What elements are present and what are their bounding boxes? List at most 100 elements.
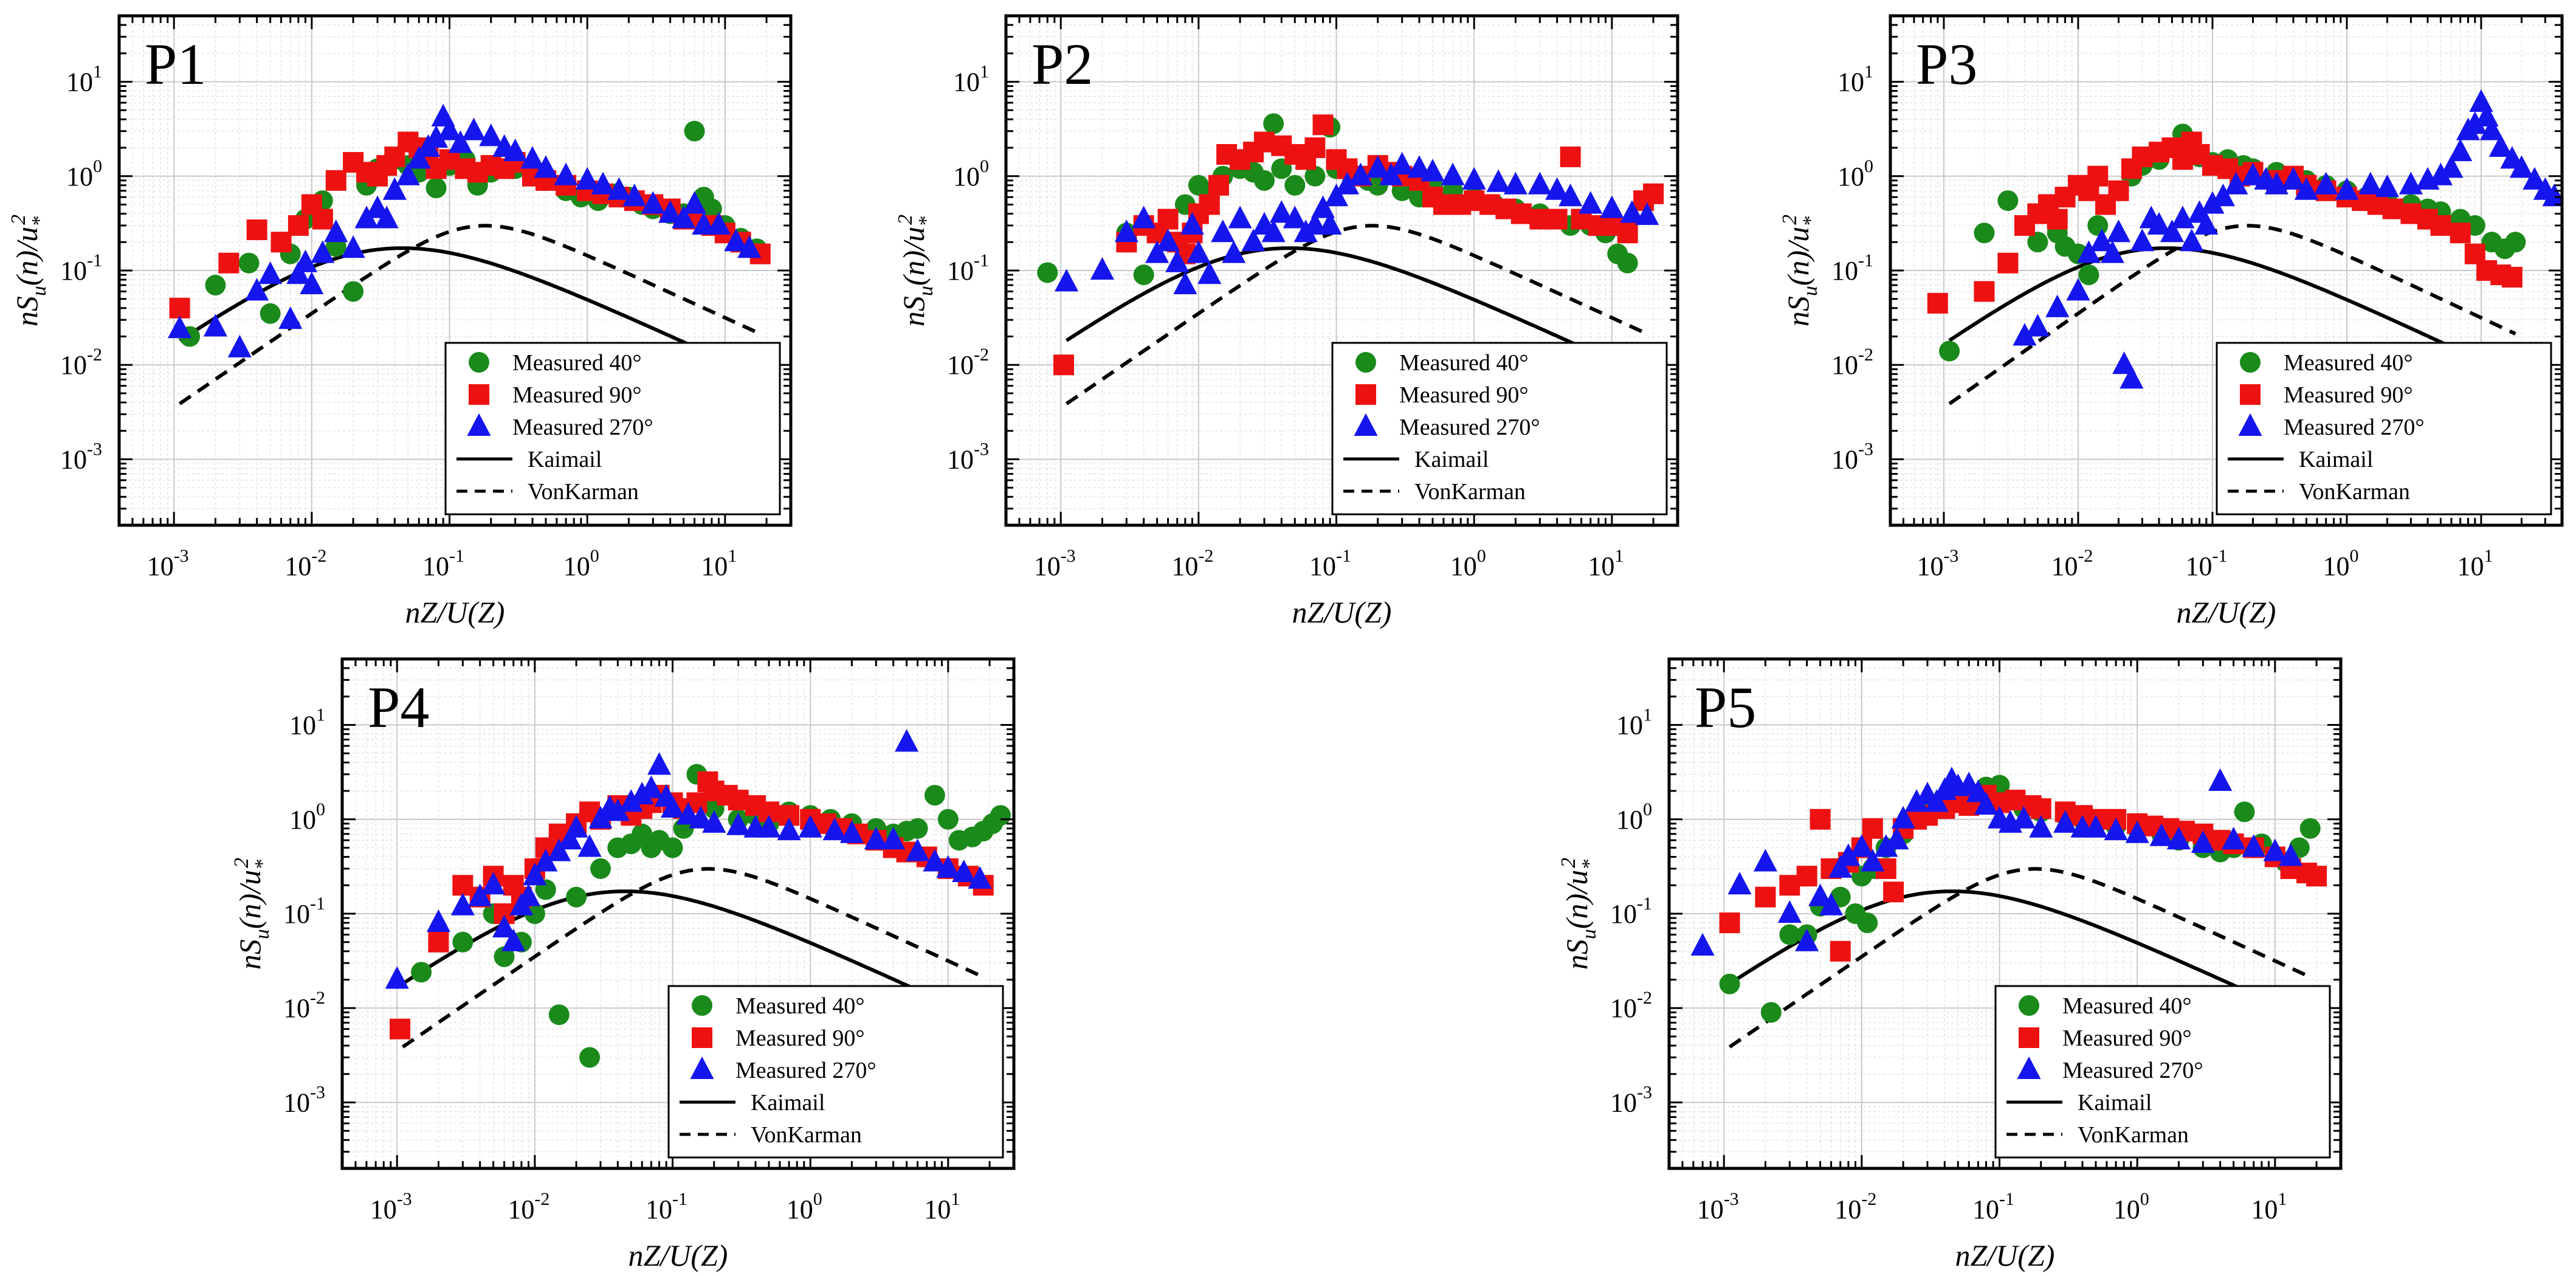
data-point-circle — [452, 931, 474, 953]
tick-base: 10 — [701, 551, 728, 581]
x-axis-title: nZ/U(Z) — [629, 1238, 728, 1272]
data-point-triangle — [2222, 827, 2246, 850]
data-point-square — [2382, 198, 2403, 219]
tick-exponent: -2 — [2078, 546, 2093, 566]
data-point-circle — [1037, 262, 1058, 283]
data-point-circle — [2019, 995, 2039, 1016]
tick-exponent: 0 — [1643, 799, 1652, 819]
data-point-triangle — [534, 849, 558, 872]
data-point-triangle — [1828, 855, 1853, 878]
data-point-triangle — [448, 130, 473, 153]
data-point-triangle — [324, 219, 348, 243]
y-tick-label: 101 — [1616, 705, 1652, 740]
data-point-triangle — [245, 278, 269, 301]
ylabel-sub: * — [28, 216, 50, 227]
data-point-triangle — [2084, 815, 2108, 838]
data-point-triangle — [1269, 200, 1293, 223]
data-point-square — [1546, 209, 1568, 230]
data-point-triangle — [2469, 89, 2493, 112]
tick-base: 10 — [2051, 551, 2078, 581]
tick-base: 10 — [1831, 350, 1858, 380]
tick-exponent: 0 — [590, 546, 599, 566]
y-tick-label: 101 — [66, 62, 102, 97]
data-point-square — [325, 170, 346, 191]
data-point-triangle — [2194, 212, 2219, 235]
tick-exponent: -1 — [1999, 1189, 2014, 1209]
data-point-triangle — [2125, 820, 2149, 843]
ylabel-part: (n)/u — [897, 227, 931, 286]
data-point-triangle — [839, 820, 864, 843]
legend-label: Measured 40° — [735, 993, 865, 1019]
data-point-triangle — [2090, 229, 2114, 252]
data-point-square — [469, 384, 489, 405]
y-tick-label: 100 — [289, 799, 325, 835]
data-point-triangle — [1303, 212, 1327, 235]
tick-exponent: -1 — [310, 894, 325, 914]
data-point-triangle — [1579, 191, 1603, 214]
ylabel-sub: * — [251, 860, 274, 870]
tick-base: 10 — [147, 551, 174, 581]
data-point-triangle — [689, 805, 713, 829]
tick-exponent: 0 — [980, 156, 989, 176]
ylabel-part: nS — [897, 296, 931, 326]
data-point-triangle — [1156, 229, 1180, 252]
data-point-square — [312, 209, 333, 230]
data-point-square — [1883, 881, 1904, 903]
tick-base: 10 — [1616, 711, 1643, 740]
tick-base: 10 — [60, 444, 87, 474]
series-triangle — [168, 103, 762, 357]
x-tick-label: 10-1 — [2185, 546, 2227, 581]
data-point-triangle — [479, 123, 503, 147]
tick-exponent: -3 — [1637, 1082, 1652, 1102]
tick-exponent: 1 — [980, 62, 989, 82]
data-point-triangle — [672, 205, 696, 229]
data-point-triangle — [2130, 229, 2154, 252]
x-tick-label: 10-2 — [2051, 546, 2093, 581]
data-point-triangle — [1503, 171, 1527, 195]
data-point-triangle — [2180, 229, 2204, 252]
tick-exponent: 0 — [1477, 546, 1486, 566]
tick-exponent: -2 — [534, 1189, 549, 1209]
data-point-circle — [1133, 264, 1154, 286]
x-tick-label: 10-2 — [1171, 546, 1213, 581]
data-point-triangle — [1335, 171, 1360, 195]
ylabel-part: nS — [233, 939, 267, 970]
kaimal-curve — [1948, 246, 2516, 379]
y-axis-title: nSu(n)/u*2 — [894, 215, 937, 326]
tick-exponent: -2 — [974, 345, 989, 365]
x-tick-label: 101 — [2251, 1189, 2287, 1224]
data-point-triangle — [2439, 155, 2464, 178]
data-point-triangle — [492, 914, 517, 938]
tick-base: 10 — [947, 350, 974, 380]
tick-exponent: -2 — [1198, 546, 1213, 566]
legend: Measured 40° Measured 90° Measured 270° Kai… — [444, 342, 781, 516]
vonkarman-curve — [178, 224, 761, 405]
data-point-triangle — [1850, 834, 1874, 857]
y-tick-label: 10-3 — [1831, 439, 1873, 474]
ylabel-part: nS — [1781, 296, 1815, 326]
ylabel-part: nS — [10, 296, 44, 326]
data-point-triangle — [2029, 815, 2053, 838]
legend-label: Kaimail — [2299, 447, 2373, 472]
data-point-triangle — [2263, 838, 2287, 861]
data-point-triangle — [2112, 351, 2137, 374]
data-point-triangle — [2509, 155, 2534, 178]
x-tick-label: 101 — [1588, 546, 1624, 581]
legend-label: Measured 270° — [2284, 415, 2425, 440]
tick-base: 10 — [1450, 551, 1477, 581]
data-point-triangle — [2542, 184, 2562, 207]
ylabel-sub: u — [28, 286, 50, 296]
data-point-triangle — [2017, 1056, 2041, 1079]
data-point-triangle — [547, 838, 571, 861]
data-point-circle — [411, 962, 432, 983]
y-tick-label: 101 — [1837, 62, 1873, 97]
vonkarman-curve — [1948, 224, 2516, 405]
y-tick-label: 10-2 — [1610, 988, 1652, 1023]
ylabel-sub: u — [1799, 286, 1822, 296]
legend-box — [444, 342, 781, 516]
data-point-triangle — [1114, 219, 1138, 243]
tick-exponent: -3 — [974, 439, 989, 459]
legend-label: Measured 90° — [1399, 382, 1529, 408]
